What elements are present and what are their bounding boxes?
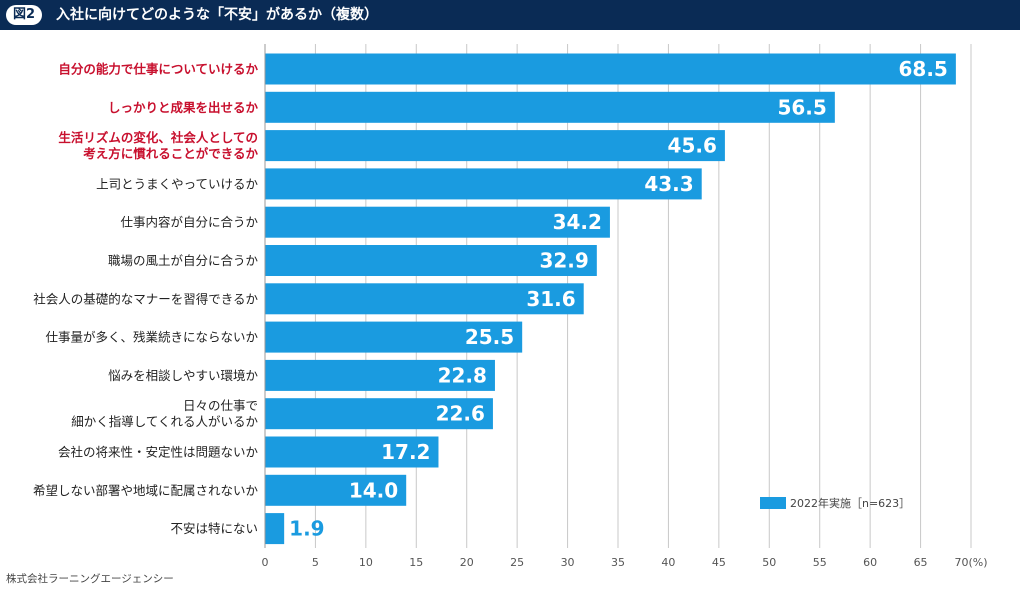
x-tick-label: 65 bbox=[914, 556, 928, 569]
category-label: 上司とうまくやっていけるか bbox=[96, 176, 258, 191]
data-label: 17.2 bbox=[381, 440, 430, 464]
data-label: 25.5 bbox=[465, 325, 514, 349]
category-label: 不安は特にない bbox=[170, 521, 258, 536]
data-label: 34.2 bbox=[553, 210, 602, 234]
data-label: 68.5 bbox=[899, 57, 948, 81]
category-label: 会社の将来性・安定性は問題ないか bbox=[58, 445, 259, 460]
data-label: 45.6 bbox=[668, 134, 717, 158]
data-label: 22.8 bbox=[438, 363, 487, 387]
bar bbox=[265, 321, 523, 353]
bar bbox=[265, 359, 495, 391]
data-label: 1.9 bbox=[289, 517, 324, 541]
x-tick-label: 25 bbox=[510, 556, 524, 569]
chart-title: 入社に向けてどのような「不安」があるか（複数） bbox=[56, 7, 378, 23]
bar bbox=[265, 283, 584, 315]
x-tick-label: 50 bbox=[762, 556, 776, 569]
x-tick-label: 15 bbox=[409, 556, 423, 569]
category-label: 悩みを相談しやすい環境か bbox=[108, 368, 258, 383]
data-label: 43.3 bbox=[644, 172, 693, 196]
x-tick-label: 55 bbox=[813, 556, 827, 569]
x-tick-label: 35 bbox=[611, 556, 625, 569]
category-label: 日々の仕事で bbox=[183, 398, 258, 413]
data-label: 22.6 bbox=[436, 402, 485, 426]
category-label: 希望しない部署や地域に配属されないか bbox=[33, 483, 259, 498]
bar bbox=[265, 168, 702, 200]
x-tick-label: 60 bbox=[863, 556, 877, 569]
bar bbox=[265, 91, 835, 123]
figure-number-badge: 図2 bbox=[6, 5, 43, 25]
bar bbox=[265, 245, 597, 276]
bar bbox=[265, 474, 407, 506]
bar bbox=[265, 206, 610, 238]
bar bbox=[265, 436, 439, 468]
x-tick-label: 30 bbox=[561, 556, 575, 569]
category-label: 仕事内容が自分に合うか bbox=[120, 215, 258, 230]
x-tick-label: 20 bbox=[460, 556, 474, 569]
source-credit: 株式会社ラーニングエージェンシー bbox=[6, 573, 174, 585]
figure-header: 図2 入社に向けてどのような「不安」があるか（複数） bbox=[0, 0, 1020, 30]
category-label: 社会人の基礎的なマナーを習得できるか bbox=[33, 291, 258, 306]
x-tick-label: 45 bbox=[712, 556, 726, 569]
category-label: 生活リズムの変化、社会人としての bbox=[58, 130, 258, 145]
x-tick-label: 0 bbox=[262, 556, 269, 569]
data-label: 31.6 bbox=[526, 287, 575, 311]
x-tick-label: 10 bbox=[359, 556, 373, 569]
legend-label: 2022年実施［n=623］ bbox=[790, 496, 910, 510]
x-tick-label: 5 bbox=[312, 556, 319, 569]
x-tick-label: 70(%) bbox=[954, 556, 987, 569]
bar bbox=[265, 398, 493, 430]
category-label: 細かく指導してくれる人がいるか bbox=[71, 414, 258, 429]
bar bbox=[265, 130, 725, 162]
category-label: 職場の風土が自分に合うか bbox=[108, 253, 259, 268]
category-label: しっかりと成果を出せるか bbox=[108, 100, 259, 115]
category-label: 仕事量が多く、残業続きにならないか bbox=[45, 330, 258, 345]
legend-swatch bbox=[760, 497, 786, 509]
category-label: 自分の能力で仕事についていけるか bbox=[58, 62, 258, 77]
bar bbox=[265, 513, 285, 545]
data-label: 32.9 bbox=[539, 249, 588, 273]
bar bbox=[265, 53, 956, 85]
data-label: 14.0 bbox=[349, 478, 398, 502]
category-label: 考え方に慣れることができるか bbox=[83, 146, 258, 161]
x-tick-label: 40 bbox=[661, 556, 675, 569]
data-label: 56.5 bbox=[777, 95, 826, 119]
